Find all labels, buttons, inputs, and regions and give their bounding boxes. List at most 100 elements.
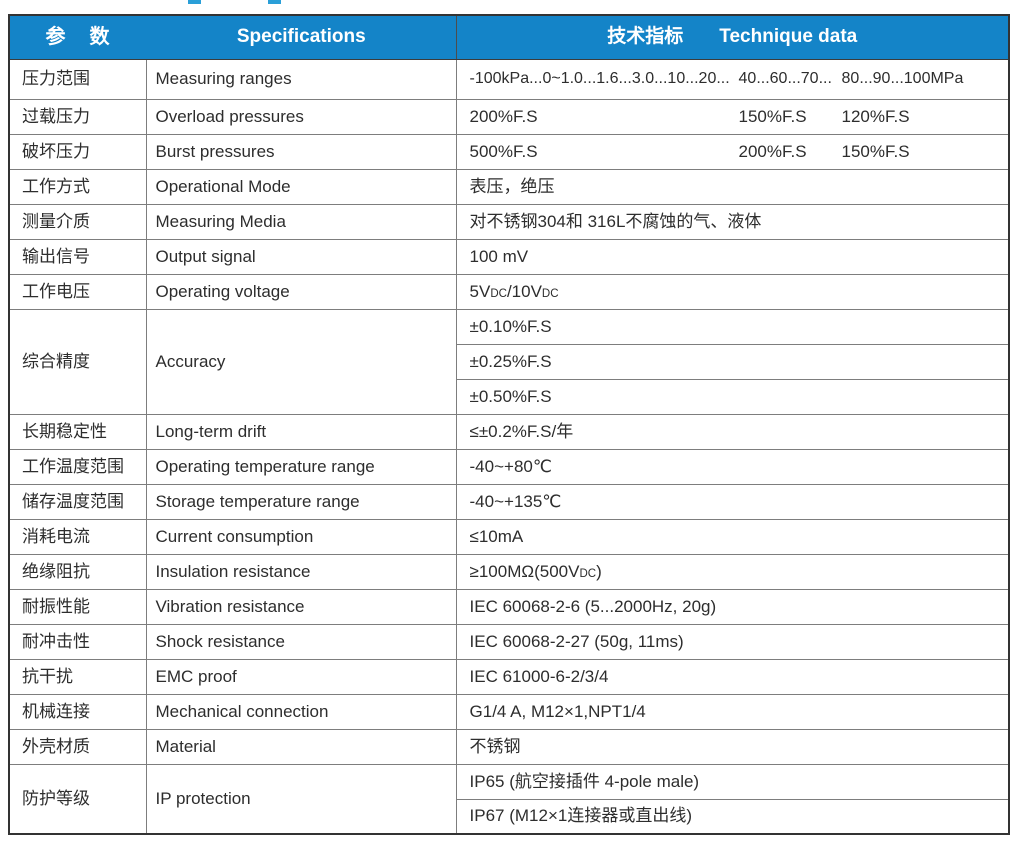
row-operating-voltage: 工作电压 Operating voltage 5VDC/10VDC (8, 273, 1010, 310)
param-en: Mechanical connection (145, 693, 457, 730)
voltage-text: 5V (469, 281, 491, 301)
param-cn: 耐振性能 (8, 588, 147, 625)
param-value: -100kPa...0~1.0...1.6...3.0...10...20...… (455, 58, 1010, 100)
param-cn: 外壳材质 (8, 728, 147, 765)
row-overload-pressures: 过载压力 Overload pressures 200%F.S 150%F.S … (8, 98, 1010, 135)
voltage-dc-subscript: DC (541, 287, 559, 300)
overload-mid: 150%F.S (738, 106, 807, 126)
param-cn: 防护等级 (8, 763, 147, 835)
accuracy-option-2: ±0.25%F.S (455, 343, 1010, 380)
insulation-text: ) (596, 561, 602, 581)
row-current-consumption: 消耗电流 Current consumption ≤10mA (8, 518, 1010, 555)
param-value: 对不锈钢304和 316L不腐蚀的气、液体 (455, 203, 1010, 240)
param-en: Operating voltage (145, 273, 457, 310)
param-en: Overload pressures (145, 98, 457, 135)
param-value: 5VDC/10VDC (455, 273, 1010, 310)
overload-high: 120%F.S (841, 106, 910, 126)
ip-option-2: IP67 (M12×1连接器或直出线) (455, 798, 1010, 835)
accuracy-option-3: ±0.50%F.S (455, 378, 1010, 415)
param-value: -40~+80℃ (455, 448, 1010, 485)
burst-low: 500%F.S (469, 141, 538, 161)
accuracy-option-1: ±0.10%F.S (455, 308, 1010, 345)
param-cn: 工作温度范围 (8, 448, 147, 485)
param-cn: 过载压力 (8, 98, 147, 135)
burst-high: 150%F.S (841, 141, 910, 161)
row-measuring-media: 测量介质 Measuring Media 对不锈钢304和 316L不腐蚀的气、… (8, 203, 1010, 240)
param-en: IP protection (145, 763, 457, 835)
param-en: Material (145, 728, 457, 765)
param-en: Current consumption (145, 518, 457, 555)
param-en: Operating temperature range (145, 448, 457, 485)
voltage-dc-subscript: DC (490, 287, 507, 300)
ip-option-1: IP65 (航空接插件 4-pole male) (455, 763, 1010, 800)
param-value: 表压，绝压 (455, 168, 1010, 205)
param-cn: 输出信号 (8, 238, 147, 275)
table-header-row: 参 数 Specifications 技术指标 Technique data (8, 14, 1010, 60)
param-cn: 机械连接 (8, 693, 147, 730)
param-en: Measuring ranges (145, 58, 457, 100)
row-mechanical-connection: 机械连接 Mechanical connection G1/4 A, M12×1… (8, 693, 1010, 730)
header-specifications-label: Specifications (236, 26, 366, 48)
param-value: IEC 60068-2-6 (5...2000Hz, 20g) (455, 588, 1010, 625)
param-en: EMC proof (145, 658, 457, 695)
range-segment-high: 80...90...100MPa (841, 69, 964, 87)
param-value: 200%F.S 150%F.S 120%F.S (455, 98, 1010, 135)
param-value: ≤±0.2%F.S/年 (455, 413, 1010, 450)
row-material: 外壳材质 Material 不锈钢 (8, 728, 1010, 765)
param-value: 100 mV (455, 238, 1010, 275)
param-cn: 长期稳定性 (8, 413, 147, 450)
param-value: -40~+135℃ (455, 483, 1010, 520)
param-en: Shock resistance (145, 623, 457, 660)
row-ip-protection: IP67 (M12×1连接器或直出线) (9, 798, 1010, 835)
param-en: Insulation resistance (145, 553, 457, 590)
row-vibration-resistance: 耐振性能 Vibration resistance IEC 60068-2-6 … (8, 588, 1010, 625)
spec-table: 参 数 Specifications 技术指标 Technique data 压… (8, 14, 1011, 835)
param-en: Long-term drift (145, 413, 457, 450)
param-cn: 耐冲击性 (8, 623, 147, 660)
param-cn: 抗干扰 (8, 658, 147, 695)
row-shock-resistance: 耐冲击性 Shock resistance IEC 60068-2-27 (50… (8, 623, 1010, 660)
row-storage-temperature: 储存温度范围 Storage temperature range -40~+13… (8, 483, 1010, 520)
param-en: Vibration resistance (145, 588, 457, 625)
param-en: Storage temperature range (145, 483, 457, 520)
cropped-title-artifact (268, 0, 281, 4)
row-ip-protection: 防护等级 IP protection IP65 (航空接插件 4-pole ma… (8, 763, 1010, 835)
row-operational-mode: 工作方式 Operational Mode 表压，绝压 (8, 168, 1010, 205)
row-accuracy: 综合精度 Accuracy ±0.10%F.S (8, 308, 1010, 415)
param-cn: 工作方式 (8, 168, 147, 205)
header-tech-zh-label: 技术指标 (607, 26, 684, 48)
param-cn: 测量介质 (8, 203, 147, 240)
param-en: Output signal (145, 238, 457, 275)
param-cn: 破坏压力 (8, 133, 147, 170)
overload-low: 200%F.S (469, 106, 538, 126)
param-en: Accuracy (145, 308, 457, 415)
param-cn: 工作电压 (8, 273, 147, 310)
param-en: Burst pressures (145, 133, 457, 170)
range-segment-mid: 40...60...70... (738, 69, 832, 87)
range-segment-low: -100kPa...0~1.0...1.6...3.0...10...20... (469, 69, 730, 87)
row-operating-temperature: 工作温度范围 Operating temperature range -40~+… (8, 448, 1010, 485)
row-long-term-drift: 长期稳定性 Long-term drift ≤±0.2%F.S/年 (8, 413, 1010, 450)
param-cn: 储存温度范围 (8, 483, 147, 520)
param-cn: 综合精度 (8, 308, 147, 415)
row-burst-pressures: 破坏压力 Burst pressures 500%F.S 200%F.S 150… (8, 133, 1010, 170)
row-accuracy: ±0.25%F.S (9, 343, 1010, 380)
param-value: ≥100MΩ(500VDC) (455, 553, 1010, 590)
row-measuring-ranges: 压力范围 Measuring ranges -100kPa...0~1.0...… (8, 58, 1010, 100)
param-cn: 消耗电流 (8, 518, 147, 555)
param-value: IEC 60068-2-27 (50g, 11ms) (455, 623, 1010, 660)
param-value: G1/4 A, M12×1,NPT1/4 (455, 693, 1010, 730)
param-value: IEC 61000-6-2/3/4 (455, 658, 1010, 695)
insulation-text: ≥100MΩ(500V (469, 561, 580, 581)
param-value: ≤10mA (455, 518, 1010, 555)
row-output-signal: 输出信号 Output signal 100 mV (8, 238, 1010, 275)
param-cn: 压力范围 (8, 58, 147, 100)
row-insulation-resistance: 绝缘阻抗 Insulation resistance ≥100MΩ(500VDC… (8, 553, 1010, 590)
header-left-cell: 参 数 Specifications (8, 14, 457, 60)
param-value: 500%F.S 200%F.S 150%F.S (455, 133, 1010, 170)
cropped-title-artifact (188, 0, 201, 4)
param-en: Measuring Media (145, 203, 457, 240)
row-emc-proof: 抗干扰 EMC proof IEC 61000-6-2/3/4 (8, 658, 1010, 695)
insulation-dc-subscript: DC (579, 567, 597, 580)
